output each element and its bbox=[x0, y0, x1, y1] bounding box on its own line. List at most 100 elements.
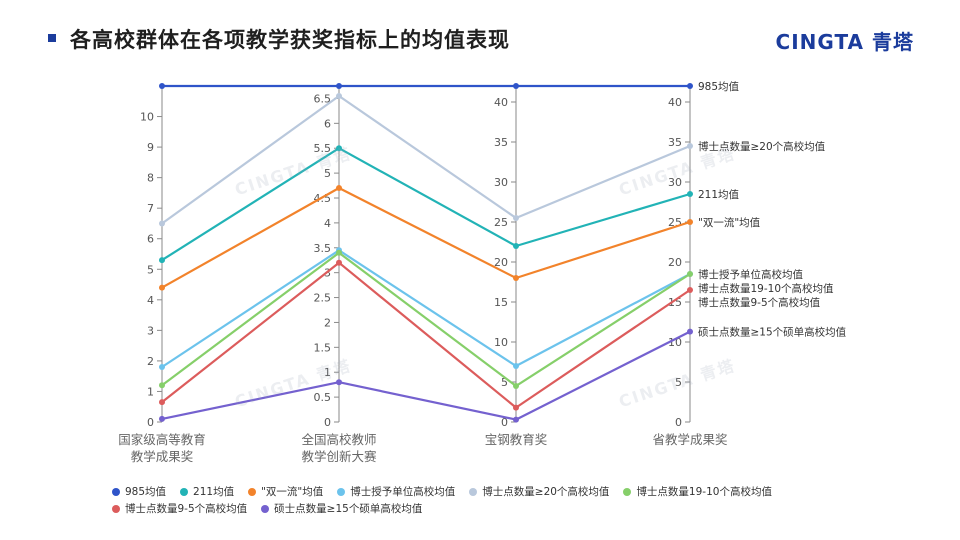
legend-swatch bbox=[112, 504, 120, 513]
legend-label: 211均值 bbox=[193, 486, 235, 498]
legend-swatch bbox=[112, 487, 120, 496]
tick-label: 10 bbox=[494, 336, 508, 349]
series-end-label: 博士点数量≥20个高校均值 bbox=[698, 140, 826, 153]
tick-label: 0 bbox=[675, 416, 682, 429]
legend-swatch bbox=[469, 487, 478, 496]
data-point bbox=[336, 185, 342, 191]
tick-label: 25 bbox=[494, 216, 508, 229]
legend-label: 硕士点数量≥15个硕单高校均值 bbox=[274, 503, 423, 515]
tick-label: 5 bbox=[324, 167, 331, 180]
legend-item: 985均值 bbox=[112, 484, 166, 501]
legend-label: 985均值 bbox=[125, 486, 167, 498]
series-end-label: 博士授予单位高校均值 bbox=[698, 268, 803, 281]
legend-swatch bbox=[261, 504, 270, 513]
tick-label: 2 bbox=[147, 355, 154, 368]
series-end-label: 211均值 bbox=[698, 188, 740, 201]
data-point bbox=[513, 275, 519, 281]
tick-label: 15 bbox=[668, 296, 682, 309]
series-line bbox=[161, 147, 691, 262]
tick-label: 40 bbox=[494, 96, 508, 109]
tick-label: 2 bbox=[324, 316, 331, 329]
tick-label: 5.5 bbox=[314, 142, 332, 155]
legend-item: "双一流"均值 bbox=[248, 484, 323, 501]
data-point bbox=[513, 416, 519, 423]
axis-label: 省教学成果奖 bbox=[652, 432, 727, 447]
data-point bbox=[687, 143, 693, 149]
series-end-label: 博士点数量19-10个高校均值 bbox=[698, 282, 834, 295]
legend-swatch bbox=[337, 487, 346, 496]
legend-label: 博士授予单位高校均值 bbox=[350, 486, 456, 498]
data-point bbox=[687, 83, 693, 89]
tick-label: 10 bbox=[140, 111, 154, 124]
series-line bbox=[161, 261, 691, 409]
series-end-label: "双一流"均值 bbox=[698, 216, 761, 229]
tick-label: 4 bbox=[324, 217, 331, 230]
data-point bbox=[513, 83, 519, 89]
tick-label: 8 bbox=[147, 172, 154, 185]
data-point bbox=[159, 257, 165, 264]
tick-label: 20 bbox=[494, 256, 508, 269]
tick-label: 6.5 bbox=[314, 92, 332, 105]
tick-label: 35 bbox=[668, 136, 682, 149]
legend-label: 博士点数量19-10个高校均值 bbox=[636, 486, 772, 498]
data-point bbox=[513, 243, 519, 249]
tick-label: 1 bbox=[324, 366, 331, 379]
axis-label: 宝钢教育奖 bbox=[485, 432, 548, 447]
data-point bbox=[687, 328, 693, 335]
series-line bbox=[161, 249, 691, 368]
legend-item: 博士点数量≥20个高校均值 bbox=[469, 484, 609, 501]
tick-label: 5 bbox=[675, 376, 682, 389]
series-line bbox=[161, 186, 691, 289]
legend-swatch bbox=[248, 487, 257, 496]
axis-label: 教学创新大赛 bbox=[301, 449, 377, 464]
header: 各高校群体在各项教学获奖指标上的均值表现 CINGTA 青塔 bbox=[0, 0, 960, 70]
title-marker bbox=[48, 34, 56, 42]
legend-swatch bbox=[180, 487, 189, 496]
tick-label: 30 bbox=[494, 176, 508, 189]
data-point bbox=[687, 191, 693, 197]
tick-label: 9 bbox=[147, 141, 154, 154]
tick-label: 0 bbox=[147, 416, 154, 429]
data-point bbox=[159, 399, 165, 406]
tick-label: 7 bbox=[147, 202, 154, 215]
legend-item: 博士授予单位高校均值 bbox=[337, 484, 455, 501]
legend-label: 博士点数量≥20个高校均值 bbox=[482, 486, 610, 498]
tick-label: 0.5 bbox=[314, 391, 332, 404]
tick-label: 3 bbox=[324, 267, 331, 280]
series-end-label: 硕士点数量≥15个硕单高校均值 bbox=[698, 326, 847, 339]
data-point bbox=[336, 379, 342, 386]
tick-label: 2.5 bbox=[314, 292, 332, 305]
axis-label: 全国高校教师 bbox=[301, 432, 376, 447]
tick-label: 15 bbox=[494, 296, 508, 309]
tick-label: 1 bbox=[147, 385, 154, 398]
tick-label: 6 bbox=[324, 117, 331, 130]
legend-item: 博士点数量9-5个高校均值 bbox=[112, 501, 247, 518]
tick-label: 3.5 bbox=[314, 242, 332, 255]
series-line bbox=[161, 94, 691, 225]
data-point bbox=[687, 219, 693, 225]
tick-label: 4 bbox=[147, 294, 154, 307]
tick-label: 5 bbox=[147, 263, 154, 276]
brand-logo: CINGTA 青塔 bbox=[775, 30, 914, 54]
data-point bbox=[159, 220, 165, 227]
tick-label: 40 bbox=[668, 96, 682, 109]
tick-label: 35 bbox=[494, 136, 508, 149]
data-point bbox=[513, 363, 519, 369]
tick-label: 5 bbox=[501, 376, 508, 389]
page-title: 各高校群体在各项教学获奖指标上的均值表现 bbox=[70, 28, 510, 52]
data-point bbox=[687, 271, 693, 277]
tick-label: 1.5 bbox=[314, 341, 332, 354]
data-point bbox=[159, 284, 165, 291]
data-point bbox=[687, 287, 693, 293]
tick-label: 0 bbox=[324, 416, 331, 429]
legend-item: 博士点数量19-10个高校均值 bbox=[623, 484, 772, 501]
data-point bbox=[513, 404, 519, 411]
data-point bbox=[513, 215, 519, 221]
tick-label: 0 bbox=[501, 416, 508, 429]
axis-label: 国家级高等教育 bbox=[118, 432, 206, 447]
data-point bbox=[336, 145, 342, 152]
data-point bbox=[159, 415, 165, 422]
tick-label: 3 bbox=[147, 324, 154, 337]
tick-label: 20 bbox=[668, 256, 682, 269]
